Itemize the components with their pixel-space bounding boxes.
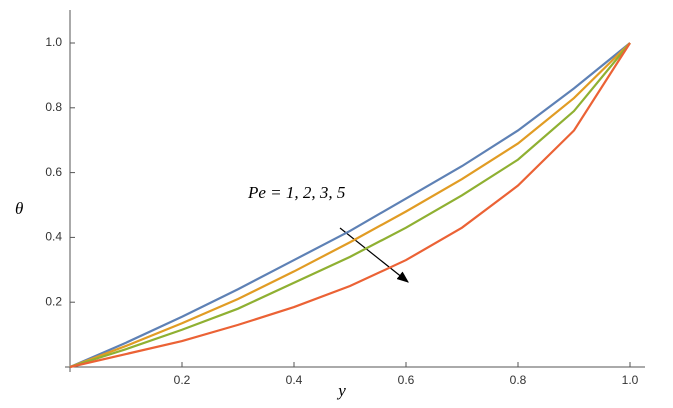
y-tick-label: 0.4 bbox=[45, 230, 62, 244]
x-tick-label: 0.8 bbox=[510, 373, 527, 387]
x-tick-label: 1.0 bbox=[622, 373, 639, 387]
line-series bbox=[69, 42, 631, 369]
line-series bbox=[69, 42, 631, 369]
y-tick-label: 0.6 bbox=[45, 165, 62, 179]
y-tick-label: 0.8 bbox=[45, 100, 62, 114]
y-axis-label: θ bbox=[15, 199, 23, 218]
y-tick-label: 1.0 bbox=[45, 35, 62, 49]
x-tick-label: 0.4 bbox=[286, 373, 303, 387]
annotation-arrow bbox=[339, 227, 409, 283]
line-series bbox=[69, 42, 631, 369]
x-axis-label: y bbox=[336, 381, 346, 400]
x-tick-label: 0.2 bbox=[174, 373, 191, 387]
line-series bbox=[69, 42, 631, 369]
y-tick-label: 0.2 bbox=[45, 294, 62, 308]
x-tick-label: 0.6 bbox=[398, 373, 415, 387]
annotation: Pe = 1, 2, 3, 5 bbox=[247, 183, 345, 202]
